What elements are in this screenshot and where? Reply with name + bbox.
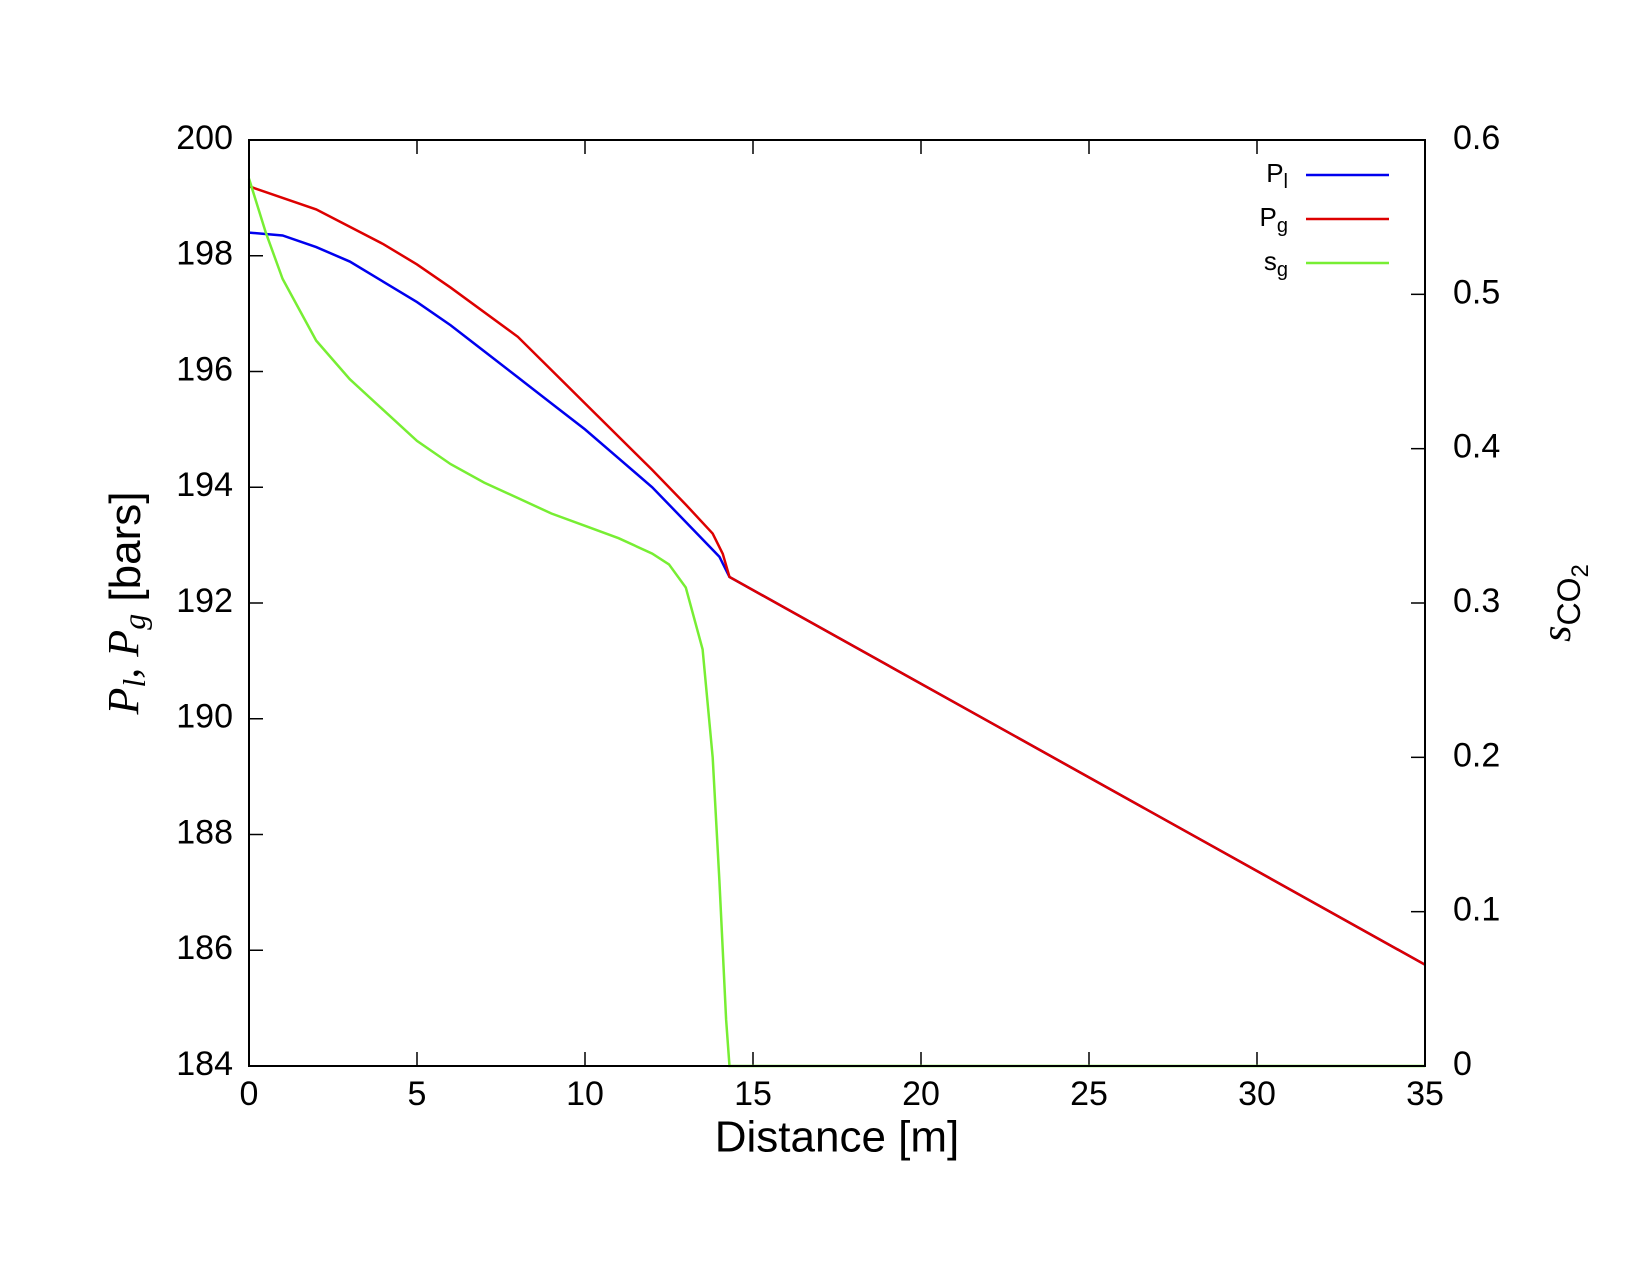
- y-tick-label: 192: [176, 582, 233, 620]
- y2-axis-label-part: 2: [1567, 564, 1594, 577]
- series-line: [248, 185, 1426, 966]
- y2-tick-label: 0.6: [1453, 119, 1500, 157]
- y2-tick-label: 0.4: [1453, 428, 1500, 466]
- legend-label: Pl: [1266, 158, 1288, 193]
- y-axis-label-part: , P: [99, 630, 148, 679]
- legend-label: Pg: [1260, 202, 1288, 237]
- x-tick-label: 15: [734, 1075, 772, 1113]
- x-axis-label: Distance [m]: [715, 1113, 960, 1162]
- y-tick-label: 184: [176, 1045, 233, 1083]
- y2-axis-label-part: s: [1534, 626, 1580, 642]
- y-axis-label-part: P: [99, 688, 148, 716]
- y-tick-label: 188: [176, 813, 233, 851]
- y2-tick-label: 0.3: [1453, 582, 1500, 620]
- x-tick-label: 35: [1406, 1075, 1444, 1113]
- x-tick-label: 30: [1238, 1075, 1276, 1113]
- y2-tick-label: 0.1: [1453, 891, 1500, 929]
- series-line: [247, 178, 1425, 1068]
- y2-tick-label: 0: [1453, 1045, 1472, 1083]
- y-tick-label: 200: [176, 119, 233, 157]
- x-tick-label: 10: [566, 1075, 604, 1113]
- y-tick-label: 198: [176, 235, 233, 273]
- y-tick-label: 194: [176, 466, 233, 504]
- series-line: [248, 231, 1426, 966]
- x-tick-label: 25: [1070, 1075, 1108, 1113]
- y-tick-label: 196: [176, 350, 233, 388]
- x-tick-label: 5: [408, 1075, 427, 1113]
- y2-tick-label: 0.5: [1453, 273, 1500, 311]
- x-tick-label: 0: [240, 1075, 259, 1113]
- y2-tick-label: 0.2: [1453, 736, 1500, 774]
- y-axis-label-part: g: [116, 614, 152, 630]
- y-tick-label: 190: [176, 698, 233, 736]
- y-axis-label: Pl, Pg [bars]: [99, 492, 152, 716]
- y-tick-label: 186: [176, 929, 233, 967]
- y2-axis-label-part: CO: [1551, 578, 1587, 626]
- y-axis-label-part: [bars]: [101, 492, 150, 614]
- plot-frame: [248, 139, 1426, 1067]
- x-tick-label: 20: [902, 1075, 940, 1113]
- y-axis-label-part: l: [116, 679, 152, 688]
- y2-axis-label: sCO2: [1534, 564, 1595, 642]
- legend-label: sg: [1264, 246, 1288, 281]
